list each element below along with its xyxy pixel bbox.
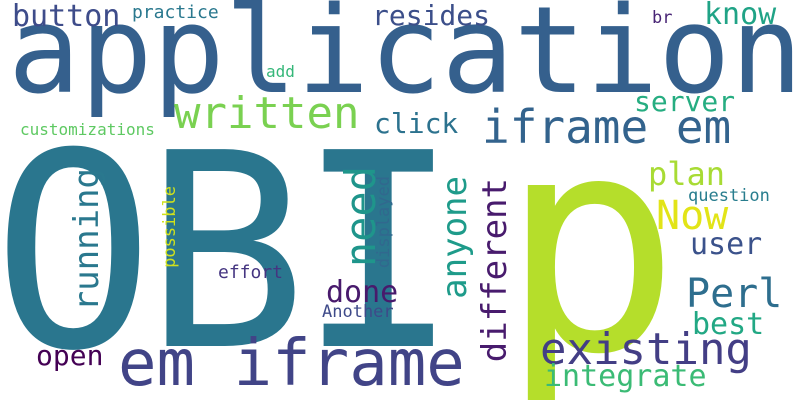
word-existing: existing — [540, 324, 752, 375]
word-now: Now — [656, 193, 729, 239]
word-question: question — [688, 186, 770, 206]
word-written: written — [174, 88, 360, 139]
word-best: best — [692, 307, 765, 342]
word-done: done — [326, 275, 399, 310]
word-anyone: anyone — [435, 176, 475, 299]
word-customizations: customizations — [20, 120, 155, 139]
word-integrate: integrate — [544, 359, 707, 394]
word-button: button — [12, 0, 121, 34]
word-possible: possible — [160, 186, 180, 268]
word-user: user — [690, 227, 763, 262]
word-p: p — [500, 71, 681, 400]
word-add: add — [266, 62, 295, 81]
word-perl: Perl — [686, 271, 783, 317]
word-practice: practice — [132, 2, 219, 23]
word-running: running — [67, 168, 107, 312]
word-displayed: displayed — [374, 176, 394, 269]
word-plan: plan — [648, 155, 726, 193]
word-iframe-em: iframe em — [482, 100, 732, 154]
word-open: open — [36, 339, 104, 372]
word-em-iframe: em iframe — [118, 327, 465, 400]
word-effort: effort — [218, 262, 284, 283]
word-another: Another — [322, 302, 394, 322]
word-click: click — [374, 107, 459, 140]
word-resides: resides — [372, 0, 491, 32]
word-know: know — [704, 0, 777, 32]
word-application: application — [8, 0, 800, 121]
word-br: br — [652, 8, 673, 28]
word-server: server — [634, 85, 736, 118]
word-different: different — [475, 178, 515, 363]
word-obi: OBI — [0, 95, 460, 400]
